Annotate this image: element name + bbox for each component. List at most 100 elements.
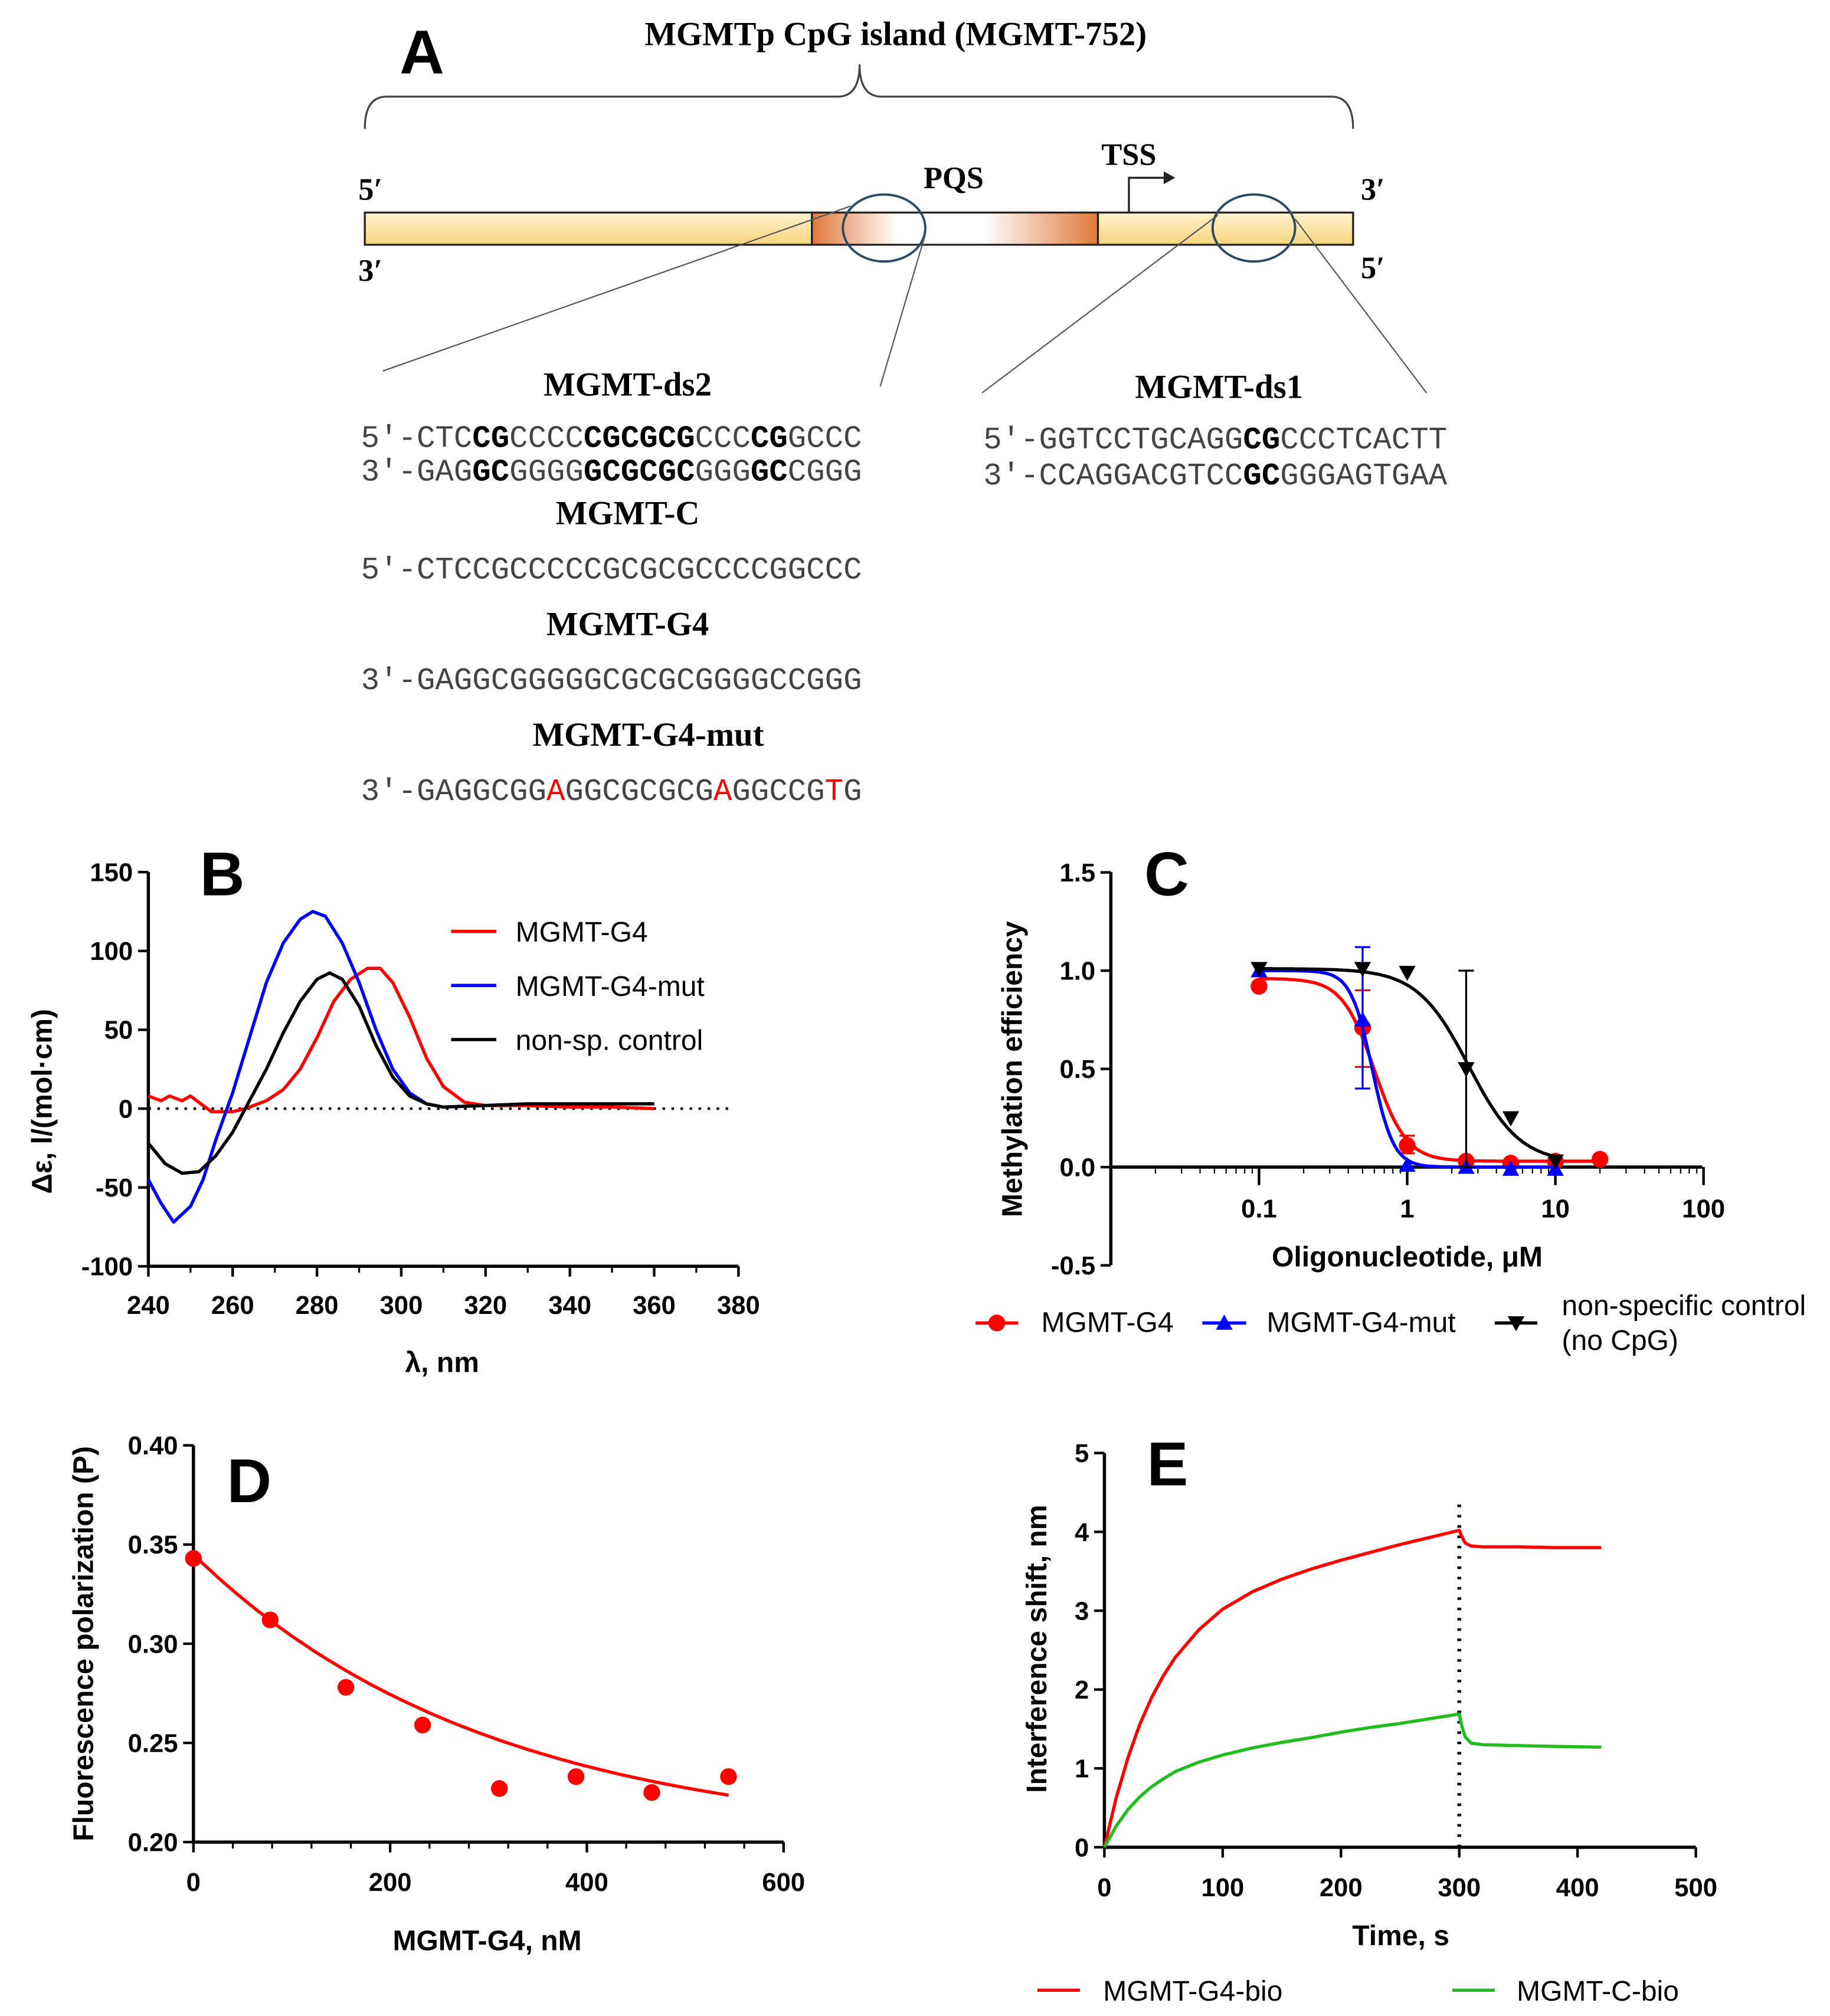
y-tick-label: -50 (96, 1173, 133, 1202)
sequence-line: 3'-GAGGCGGAGGCGCGCGAGGCCGTG (361, 774, 862, 809)
legend-label: MGMT-G4-mut (516, 971, 705, 1002)
zoom-lines (382, 205, 1428, 394)
data-point-circle (1250, 978, 1268, 995)
panel-a-diagram: A MGMTp CpG island (MGMT-752) 5′ 3′ 3′ 5… (358, 15, 1448, 809)
data-point-circle (720, 1768, 737, 1785)
diagram-title: MGMTp CpG island (MGMT-752) (644, 15, 1147, 53)
fit-curve (1259, 976, 1600, 1163)
sequence-name: MGMT-ds1 (1135, 369, 1303, 406)
panel-c-methylation: C Oligonucleotide, μM Methylation effici… (975, 840, 1806, 1356)
y-tick-label: 0.5 (1059, 1055, 1095, 1084)
y-tick-label: 2 (1075, 1676, 1089, 1704)
x-axis-title: Time, s (1352, 1920, 1449, 1952)
panel-label-d: D (227, 1447, 272, 1516)
mutated-base: A (713, 774, 732, 809)
legend: MGMT-G4 MGMT-G4-mut non-sp. control (451, 917, 705, 1056)
legend-label: MGMT-G4 (516, 917, 648, 948)
y-tick-label: 0.25 (128, 1729, 178, 1758)
cpg-site: CG (751, 421, 788, 457)
legend-label: non-sp. control (516, 1025, 703, 1056)
sequence-segment: G (843, 774, 862, 809)
tss-arrowhead-icon (1163, 171, 1176, 185)
sequence-segment: 5'-GGTCCTGCAGG (983, 422, 1243, 458)
sequence-segment: 5'-CTC (361, 421, 473, 457)
x-tick-label: 0 (1097, 1873, 1111, 1902)
panel-label-e: E (1147, 1430, 1189, 1499)
sequence-line: 3'-CCAGGACGTCCGCGGGAGTGAA (983, 458, 1448, 494)
data-point-triangle-down (1250, 962, 1268, 978)
tss-arrow-icon (1128, 176, 1167, 213)
x-tick-label: 600 (762, 1868, 805, 1897)
brace (364, 64, 1354, 129)
panel-label-b: B (200, 840, 245, 909)
x-tick-label: 380 (717, 1291, 760, 1320)
strand-3-right: 3′ (1361, 172, 1385, 206)
sequence-segment: CCCC (509, 421, 584, 457)
x-tick-label: 10 (1541, 1194, 1570, 1223)
y-tick-label: -100 (81, 1253, 133, 1281)
y-tick-label: 0 (1075, 1833, 1089, 1862)
sequence-segment: 3'-GAGGCGGGGGCGCGCGGGGCCGGG (361, 663, 862, 699)
x-tick-label: 100 (1201, 1873, 1244, 1902)
fit-curve (192, 1553, 729, 1797)
pqs-label: PQS (924, 161, 984, 195)
data-point-circle (1592, 1150, 1609, 1168)
panel-label-a: A (400, 18, 444, 87)
x-tick-label: 400 (565, 1868, 608, 1897)
y-tick-label: 3 (1075, 1597, 1089, 1625)
sequence-line: 5'-GGTCCTGCAGGCGCCCTCACTT (983, 422, 1447, 458)
sequence-segment: GCCC (788, 421, 862, 457)
legend-label-line2: (no CpG) (1562, 1325, 1678, 1356)
series-line-non-sp-control (147, 971, 654, 1175)
series-line-mgmt-g4-bio (1102, 1529, 1602, 1848)
sequence-segment: GGG (695, 454, 751, 490)
mutated-base: T (825, 774, 843, 809)
panel-b-cd-spectra: B λ, nm Δε, l/(mol·cm) MGMT-G4 MGMT-G4-m… (27, 840, 760, 1378)
y-tick-label: 50 (104, 1016, 133, 1045)
data-point-triangle-down (1547, 1154, 1564, 1170)
cpg-site: CG (472, 421, 509, 457)
sequence-segment: GGGAGTGAA (1280, 458, 1448, 494)
y-tick-label: 150 (90, 858, 133, 887)
y-tick-label: 0.35 (128, 1530, 178, 1559)
data-point-triangle-up (1216, 1315, 1233, 1330)
data-point-circle (185, 1550, 202, 1567)
sequence-name: MGMT-C (556, 495, 700, 532)
data-point-triangle-down (1502, 1111, 1520, 1127)
pqs-segment (811, 211, 1099, 246)
cpg-site: GC (751, 454, 788, 490)
y-axis-title: Methylation efficiency (997, 921, 1029, 1217)
cpg-site: CGCGCG (584, 421, 695, 457)
mutated-base: A (546, 774, 565, 809)
data-point-triangle-down (1354, 962, 1371, 978)
data-point-circle (414, 1716, 431, 1734)
x-tick-label: 320 (464, 1291, 507, 1320)
x-axis-title: MGMT-G4, nM (393, 1926, 582, 1957)
y-axis-title: Fluorescence polarization (P) (68, 1446, 99, 1841)
y-tick-label: 0 (119, 1094, 133, 1123)
sequence-list: MGMT-ds25'-CTCCGCCCCCGCGCGCCCCGGCCC3'-GA… (361, 366, 1448, 809)
panel-d-polarization: D MGMT-G4, nM Fluorescence polarization … (68, 1431, 805, 1957)
legend-label: non-specific control (1562, 1290, 1806, 1322)
sequence-segment: CCC (695, 421, 751, 457)
sequence-segment: CCCTCACTT (1280, 422, 1447, 458)
data-point-triangle-down (1399, 966, 1416, 981)
strand-5-right: 5′ (1361, 251, 1385, 286)
data-point-circle (1399, 1137, 1416, 1154)
x-axis-title: Oligonucleotide, μM (1272, 1241, 1543, 1273)
panel-label-c: C (1144, 840, 1189, 909)
cpg-site: GC (472, 454, 509, 490)
series-line-mgmt-g4-mut (146, 910, 654, 1224)
legend-label: MGMT-G4-mut (1267, 1307, 1456, 1339)
sequence-line: 5'-CTCCGCCCCCGCGCGCCCCGGCCC (361, 421, 862, 457)
y-tick-label: 0.30 (128, 1630, 178, 1658)
sequence-segment: GGGG (509, 454, 584, 490)
sequence-segment: 3'-GAG (361, 454, 473, 490)
x-tick-label: 0.1 (1241, 1194, 1277, 1223)
x-tick-label: 340 (548, 1291, 591, 1320)
y-tick-label: 100 (90, 937, 133, 966)
sequence-segment: 3'-CCAGGACGTCC (983, 458, 1243, 494)
x-tick-label: 240 (127, 1291, 170, 1320)
data-point-circle (261, 1611, 279, 1628)
